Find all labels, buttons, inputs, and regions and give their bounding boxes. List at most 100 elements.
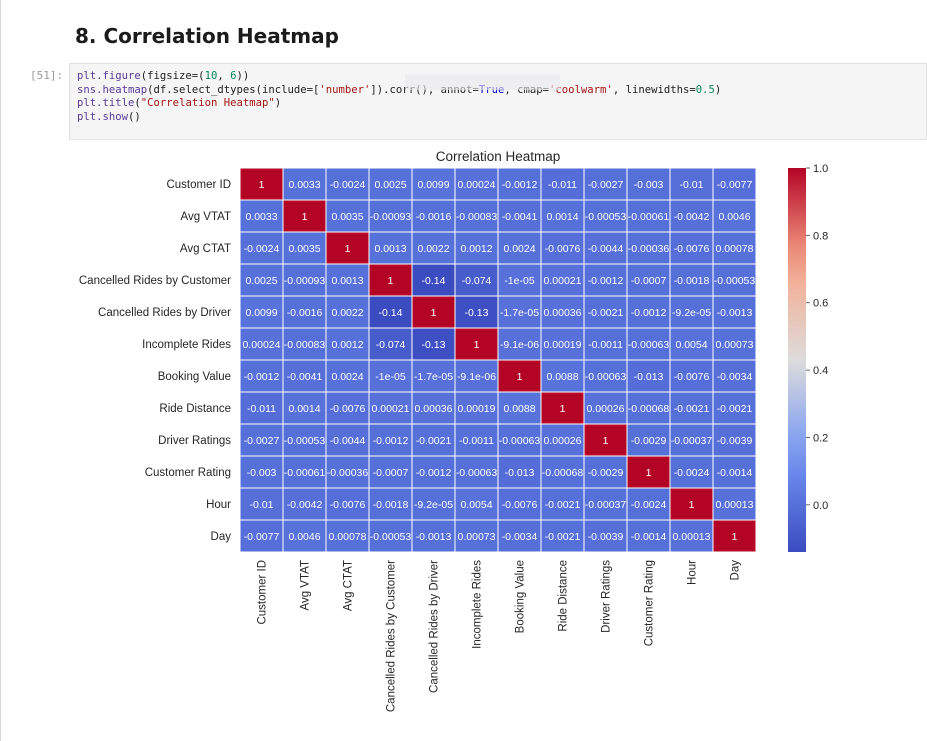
heatmap-cell (325, 295, 370, 329)
y-tick-label: Customer ID (166, 179, 231, 191)
cell-annotation: -0.0013 (717, 307, 753, 319)
cell-annotation: -0.14 (379, 307, 403, 319)
y-tick-labels: Customer ID Avg VTAT Avg CTAT Cancelled Rid… (79, 179, 231, 543)
heatmap-cell (368, 455, 413, 489)
heatmap-cell (712, 391, 757, 425)
code-token: ( (134, 97, 141, 110)
cell-annotation: -0.01 (250, 499, 274, 511)
cell-annotation: 0.0046 (288, 531, 320, 543)
x-tick-label: Avg CTAT (343, 560, 355, 611)
heatmap-cell (497, 263, 542, 297)
colorbar-tick-label: 0.0 (813, 500, 828, 512)
notebook-left-border (0, 0, 1, 741)
code-token: 0.5 (695, 83, 715, 96)
heatmap-cell (626, 167, 671, 201)
cell-annotation: -0.0076 (674, 371, 710, 383)
heatmap-cell (411, 231, 456, 265)
cell-annotation: 0.0054 (675, 339, 707, 351)
heatmap-cell (325, 391, 370, 425)
cell-annotation: -0.0016 (287, 307, 323, 319)
cell-annotation: -0.074 (462, 275, 492, 287)
cell-annotation: -0.0029 (588, 467, 624, 479)
heatmap-cell (497, 199, 542, 233)
heatmap-cell (583, 263, 628, 297)
cell-annotation: 0.0024 (331, 371, 363, 383)
heatmap-cell (583, 391, 628, 425)
cell-annotation: -0.0039 (588, 531, 624, 543)
cell-annotation: -0.0011 (459, 435, 494, 447)
heatmap-cell (411, 295, 456, 329)
heatmap-cell (712, 231, 757, 265)
heatmap-cell (626, 423, 671, 457)
cell-annotation: 0.0033 (288, 179, 320, 191)
heatmap-cell (712, 327, 757, 361)
x-tick-label: Customer Rating (644, 560, 656, 646)
cell-annotation: -0.00068 (628, 403, 670, 415)
heatmap-cell (454, 391, 499, 425)
heatmap-cell (454, 295, 499, 329)
heatmap-cell (282, 391, 327, 425)
y-tick-label: Avg VTAT (181, 211, 232, 223)
cell-annotation: 0.0012 (331, 339, 363, 351)
cell-annotation: 0.00021 (544, 275, 582, 287)
cell-annotation: -0.00063 (628, 339, 670, 351)
cell-annotation: -0.0034 (502, 531, 538, 543)
cell-annotation: -0.0077 (717, 179, 753, 191)
heatmap-cell (368, 199, 413, 233)
cell-annotation: -0.013 (505, 467, 535, 479)
y-tick-label: Day (211, 531, 232, 543)
x-tick-label: Customer ID (257, 560, 269, 625)
heatmap-cell (368, 263, 413, 297)
cell-annotation: 1 (689, 499, 695, 511)
code-line: plt.figure(figsize=(10, 6)) (77, 70, 926, 84)
heatmap-cell (282, 167, 327, 201)
heatmap-cell (325, 231, 370, 265)
heatmap-cell (669, 519, 714, 553)
cell-annotation: -0.0039 (717, 435, 753, 447)
cell-annotation: -0.0011 (588, 339, 623, 351)
cell-annotation: 0.0099 (417, 179, 449, 191)
heatmap-cell (583, 455, 628, 489)
cell-annotation: 0.00019 (458, 403, 496, 415)
code-token: ) (714, 83, 722, 96)
cell-annotation: 0.0024 (503, 243, 535, 255)
heatmap-cell (669, 359, 714, 393)
heatmap-figure: Correlation Heatmap 1 0.0033 -0.0024 0.0025… (79, 149, 828, 712)
cell-annotation: -0.0029 (631, 435, 667, 447)
cell-annotation: 0.0046 (718, 211, 750, 223)
heatmap-cell (540, 519, 585, 553)
heatmap-cell (454, 327, 499, 361)
cell-annotation: -0.0076 (674, 243, 710, 255)
cell-annotation: -0.0042 (674, 211, 710, 223)
heatmap-cell (540, 391, 585, 425)
cell-annotation: -0.00037 (671, 435, 713, 447)
heatmap-cell (712, 487, 757, 521)
cell-annotation: -0.13 (422, 339, 446, 351)
heatmap-cell (583, 231, 628, 265)
cell-annotation: -0.00053 (370, 531, 412, 543)
cell-annotation: -0.01 (680, 179, 704, 191)
heatmap-cell (540, 423, 585, 457)
cell-annotation: -0.00068 (542, 467, 584, 479)
chart-title: Correlation Heatmap (436, 149, 561, 164)
cell-annotation: -0.011 (548, 179, 577, 191)
heatmap-cell (712, 519, 757, 553)
cell-annotation: -0.0024 (631, 499, 667, 511)
heatmap-cell (325, 359, 370, 393)
x-tick-label: Avg VTAT (300, 560, 312, 611)
cell-annotation: 1 (560, 403, 566, 415)
heatmap-cell (368, 295, 413, 329)
cell-annotation: 1 (603, 435, 609, 447)
code-token: )) (236, 70, 250, 82)
cell-annotation: -0.0018 (674, 275, 710, 287)
cell-annotation: -0.0024 (244, 243, 280, 255)
cell-annotation: 0.0022 (331, 307, 363, 319)
cell-annotation: -0.0018 (373, 499, 409, 511)
code-token: (figsize=( (140, 70, 205, 82)
cell-annotation: -0.0044 (330, 435, 366, 447)
cell-annotation: -0.0021 (674, 403, 710, 415)
heatmap-cell (669, 391, 714, 425)
cell-annotation: -0.00036 (628, 243, 670, 255)
y-tick-label: Avg CTAT (180, 243, 231, 255)
code-token: 6 (230, 70, 237, 82)
